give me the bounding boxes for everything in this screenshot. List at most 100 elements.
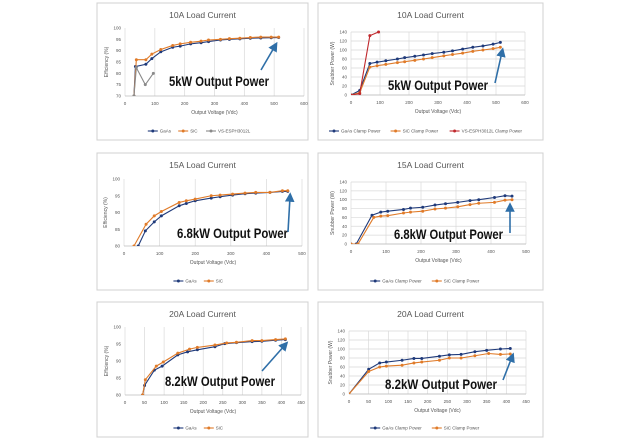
- y-tick-label: 100: [339, 197, 347, 202]
- x-tick-label: 200: [405, 100, 413, 105]
- y-axis-label: Efficiency (%): [104, 46, 110, 77]
- data-point: [493, 200, 496, 204]
- data-point: [209, 194, 213, 198]
- chart-panel-5: 20A Load Current 0 50 100 150 200 250 300 350 400…: [96, 301, 309, 438]
- data-point: [136, 244, 140, 246]
- data-point: [473, 354, 477, 358]
- data-point: [132, 244, 136, 246]
- x-tick-label: 600: [300, 101, 308, 106]
- chart-frame: [317, 152, 544, 291]
- y-tick-label: 95: [116, 342, 122, 347]
- annotation-text: 5kW Output Power: [169, 73, 269, 89]
- data-point: [280, 189, 284, 193]
- series-sic: [141, 337, 287, 395]
- x-tick-label: 400: [241, 101, 249, 106]
- legend-label: GaAs Clamp Power: [382, 279, 422, 284]
- chart-title: 10A Load Current: [397, 10, 464, 20]
- chart-panel-3: 15A Load Current 0 100 200 300 400 500 80 85 90 95…: [96, 152, 309, 291]
- data-point: [384, 59, 388, 63]
- data-point: [195, 345, 199, 349]
- data-point: [508, 352, 512, 356]
- data-point: [461, 47, 465, 51]
- y-tick-label: 85: [115, 227, 121, 232]
- data-point: [421, 209, 425, 213]
- data-point: [379, 210, 383, 214]
- data-point: [349, 392, 351, 394]
- data-point: [386, 209, 390, 213]
- chart-title: 20A Load Current: [397, 309, 464, 319]
- data-point: [143, 229, 147, 233]
- x-axis-label: Output Voltage (Vdc): [191, 110, 238, 116]
- data-point: [442, 50, 446, 54]
- y-tick-label: 100: [113, 325, 121, 330]
- data-point: [498, 45, 502, 49]
- series-line: [351, 31, 379, 95]
- data-point: [412, 361, 416, 365]
- x-tick-label: 350: [483, 399, 491, 404]
- y-axis-label: Snubber Power (W): [330, 191, 336, 235]
- data-point: [473, 350, 477, 354]
- data-point: [160, 364, 164, 368]
- data-point: [177, 200, 181, 204]
- chart-panel-4: 15A Load Current 0 100 200 300 400 500 0 20 40 60 8…: [317, 152, 544, 291]
- data-point: [412, 356, 416, 360]
- x-tick-label: 500: [522, 249, 530, 254]
- data-point: [384, 62, 388, 66]
- data-point: [268, 190, 272, 194]
- data-point: [498, 347, 502, 351]
- legend-marker: [373, 279, 377, 283]
- data-point: [437, 358, 441, 362]
- y-tick-label: 60: [342, 215, 348, 220]
- y-tick-label: 80: [342, 57, 348, 62]
- data-point: [207, 38, 211, 42]
- data-point: [403, 56, 407, 60]
- data-point: [430, 56, 434, 60]
- data-point: [277, 35, 281, 39]
- legend-label: GaAs: [160, 129, 172, 134]
- data-point: [159, 214, 163, 218]
- data-point: [510, 194, 514, 198]
- legend-label: SiC Clamp Power: [444, 279, 480, 284]
- y-tick-label: 140: [339, 180, 347, 185]
- data-point: [377, 30, 381, 34]
- y-tick-label: 85: [116, 376, 122, 381]
- y-tick-label: 80: [340, 356, 346, 361]
- data-point: [143, 378, 147, 382]
- legend-label: GaAs: [185, 426, 197, 431]
- x-tick-label: 0: [350, 100, 353, 105]
- y-tick-label: 120: [339, 188, 347, 193]
- annotation-arrow: [502, 352, 515, 381]
- data-point: [144, 222, 148, 226]
- data-point: [248, 36, 252, 40]
- legend-label: GaAs: [185, 279, 197, 284]
- y-tick-label: 100: [337, 347, 345, 352]
- data-point: [442, 54, 446, 58]
- legend-marker: [453, 129, 457, 133]
- data-point: [286, 189, 290, 193]
- x-tick-label: 250: [219, 400, 227, 405]
- series-gaas-clamp-power: [349, 347, 512, 394]
- data-point: [384, 364, 388, 368]
- data-point: [481, 44, 485, 48]
- data-point: [451, 49, 454, 53]
- x-tick-label: 100: [382, 249, 390, 254]
- series-gaas-clamp-power: [351, 40, 502, 95]
- data-point: [225, 341, 229, 345]
- data-point: [195, 348, 199, 352]
- y-tick-label: 40: [342, 75, 348, 80]
- data-point: [402, 207, 405, 211]
- x-tick-label: 200: [417, 249, 425, 254]
- y-tick-label: 80: [116, 393, 122, 398]
- x-tick-label: 200: [191, 251, 199, 256]
- data-point: [260, 339, 264, 343]
- legend-marker: [151, 129, 155, 133]
- data-point: [400, 363, 404, 367]
- x-tick-label: 300: [227, 251, 235, 256]
- data-point: [420, 360, 424, 364]
- y-tick-label: 20: [340, 383, 346, 388]
- data-point: [171, 43, 175, 47]
- y-tick-label: 85: [116, 60, 122, 65]
- y-tick-label: 40: [342, 224, 348, 229]
- chart-frame: [96, 301, 309, 438]
